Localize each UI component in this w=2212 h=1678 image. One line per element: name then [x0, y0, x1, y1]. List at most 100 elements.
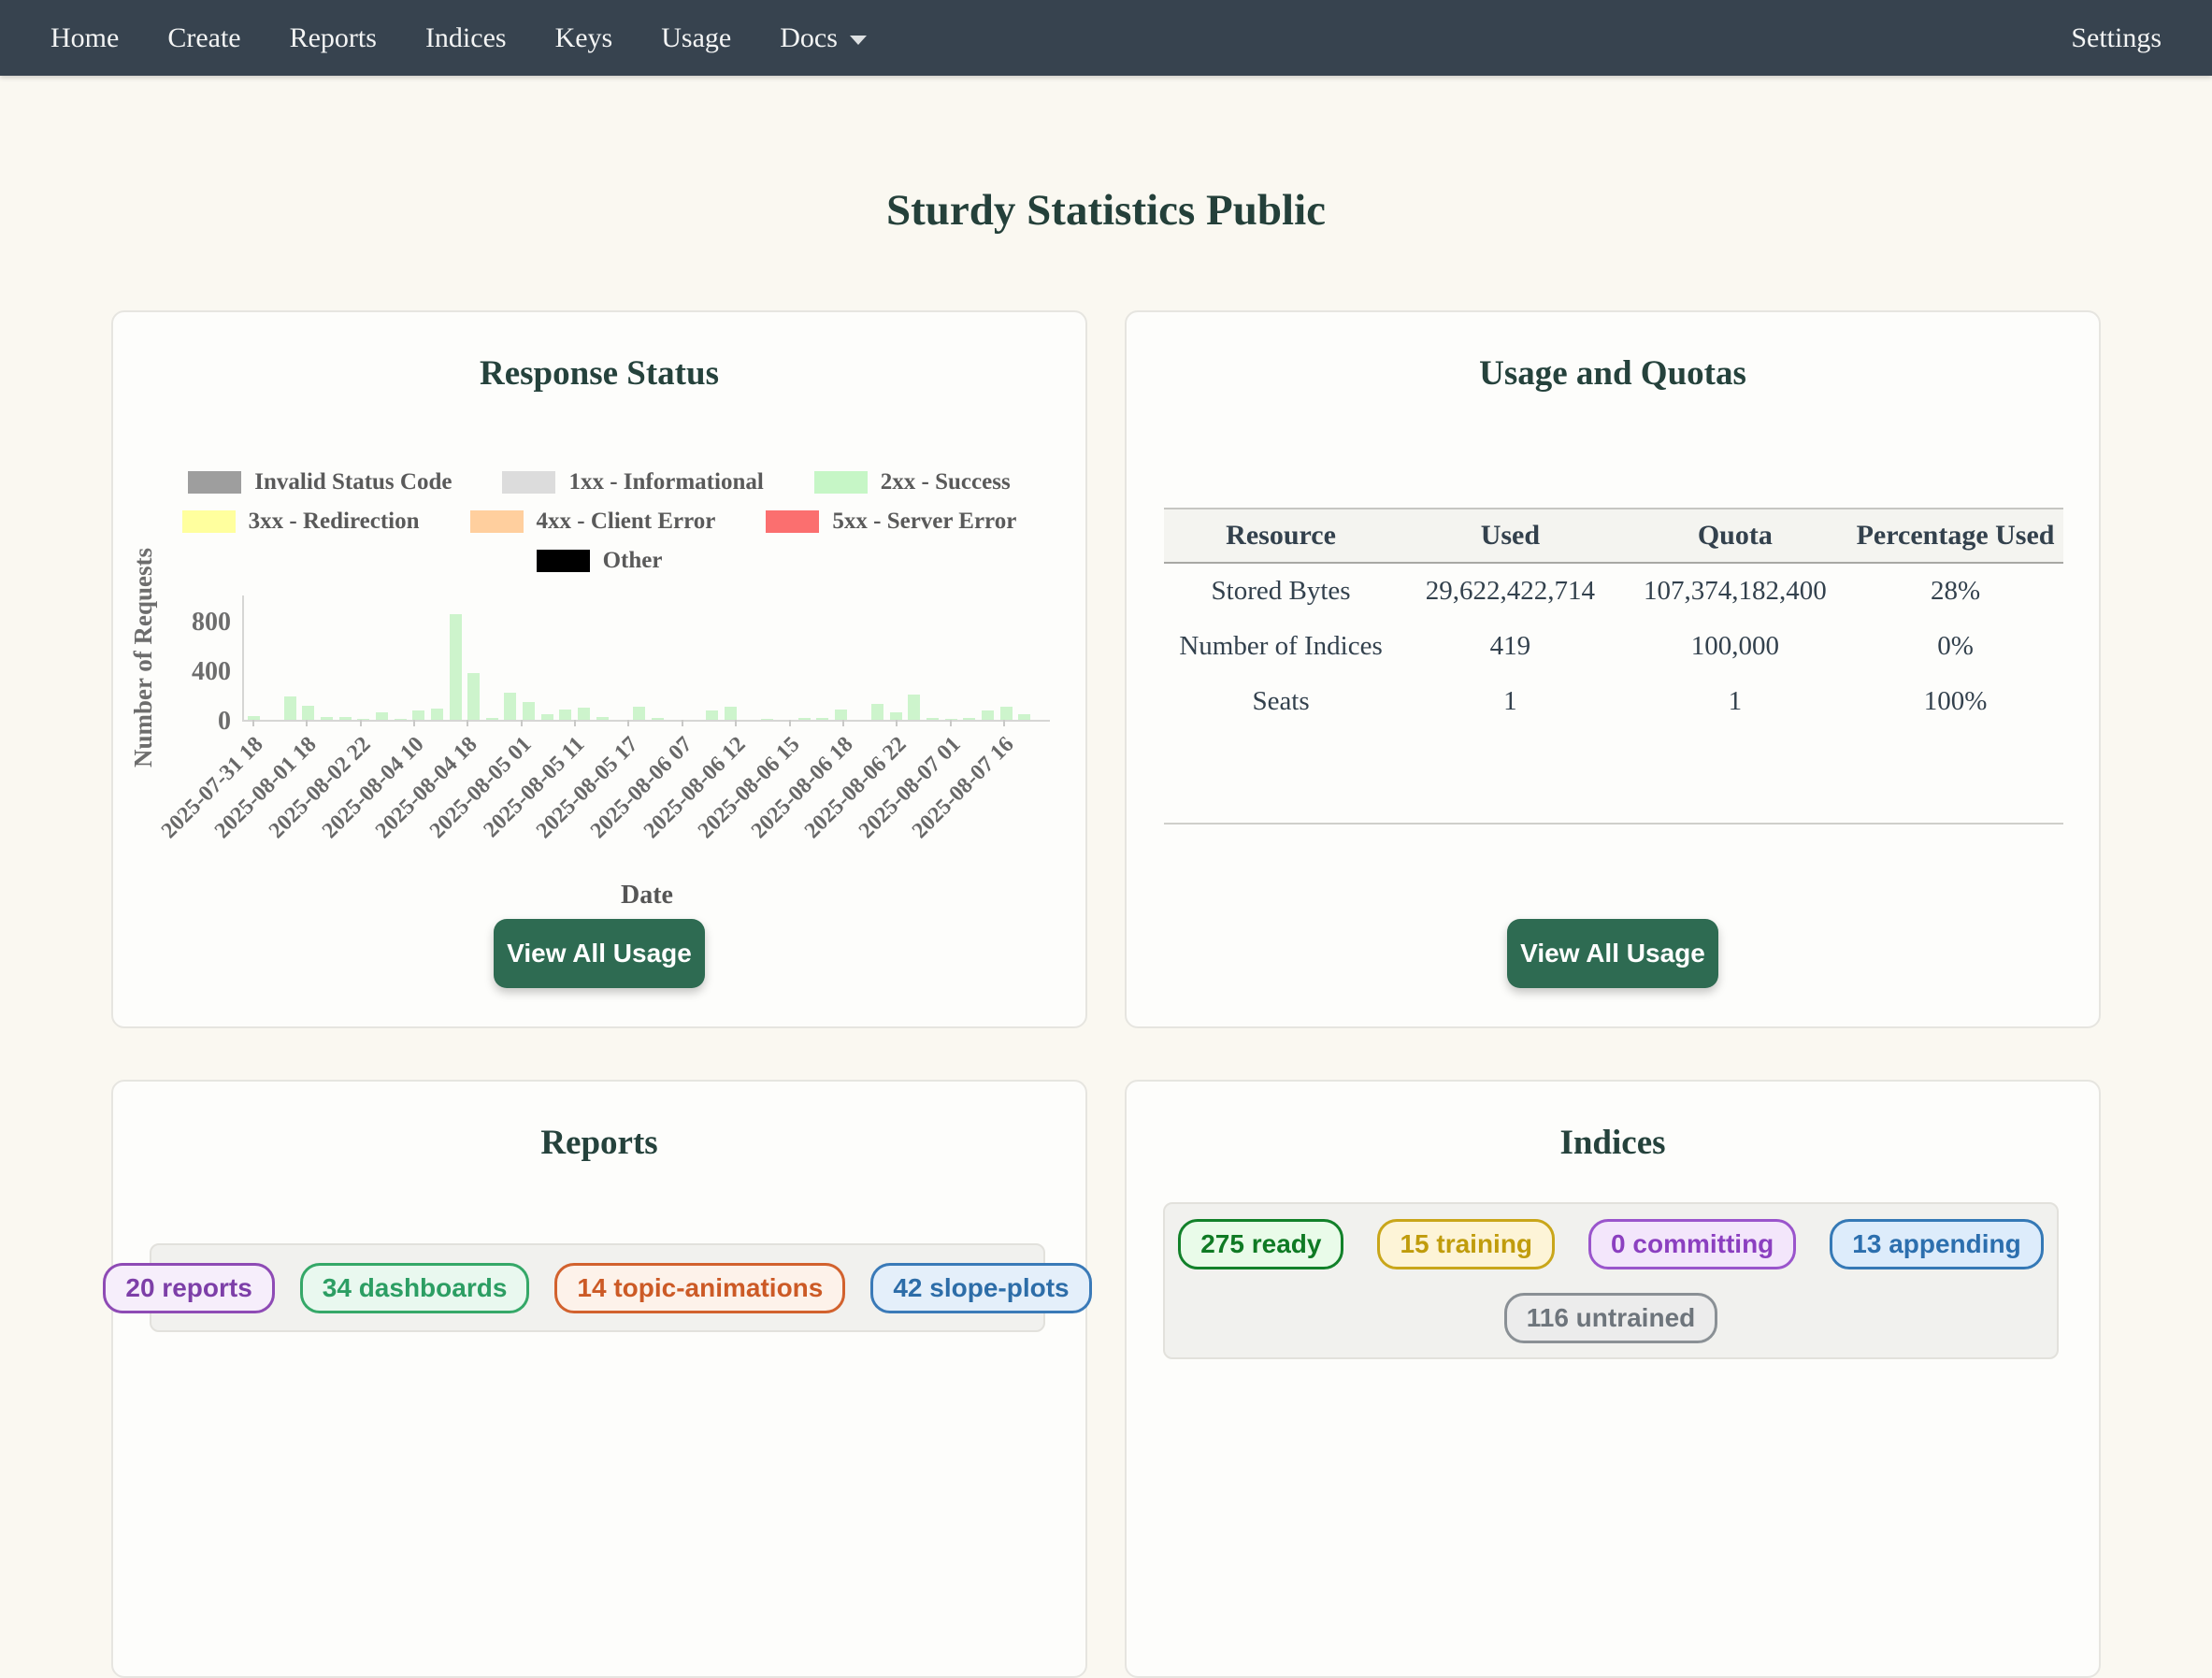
- table-cell: 0%: [1937, 631, 1974, 661]
- bar: [725, 707, 738, 720]
- bar: [816, 718, 829, 720]
- bar: [871, 704, 884, 720]
- table-cell: Number of Indices: [1179, 631, 1383, 661]
- table-cell: 1: [1503, 686, 1517, 716]
- nav-item-home[interactable]: Home: [50, 22, 120, 53]
- reports-badge[interactable]: 34 dashboards: [299, 1262, 530, 1313]
- y-tick-label: 400: [192, 657, 231, 687]
- bar: [247, 716, 260, 720]
- legend-row: 3xx - Redirection 4xx - Client Error 5xx -…: [181, 509, 1016, 535]
- legend-label: Other: [602, 548, 663, 573]
- indices-badge[interactable]: 116 untrained: [1503, 1292, 1718, 1343]
- bar: [449, 614, 462, 720]
- table-cell: 100,000: [1690, 631, 1779, 661]
- x-tick-mark: [252, 720, 254, 726]
- bar: [706, 710, 719, 720]
- nav-item-settings[interactable]: Settings: [2071, 22, 2162, 53]
- bar: [485, 718, 498, 720]
- legend-swatch-icon: [188, 471, 242, 494]
- bar: [889, 712, 902, 720]
- bar: [577, 708, 590, 720]
- bar: [797, 718, 811, 720]
- bar: [999, 707, 1013, 720]
- reports-badge[interactable]: 14 topic-animations: [554, 1262, 846, 1313]
- x-tick-mark: [574, 720, 577, 726]
- legend-item: Invalid Status Code: [188, 469, 452, 495]
- legend-swatch-icon: [536, 550, 590, 572]
- bar: [761, 719, 774, 720]
- bar: [651, 718, 664, 720]
- bar: [467, 673, 481, 720]
- cards-row-2: Reports 20 reports 34 dashboards 14 topic-…: [103, 1080, 2101, 1678]
- x-tick-mark: [306, 720, 309, 726]
- legend-item: 5xx - Server Error: [766, 509, 1016, 535]
- nav-item-docs-label: Docs: [780, 22, 838, 53]
- usage-table-body: Stored Bytes 29,622,422,714 107,374,182,40…: [1164, 563, 2063, 729]
- usage-quotas-table: Resource Used Quota Percentage Used Stor…: [1164, 508, 2063, 729]
- bar: [540, 714, 553, 720]
- x-tick-mark: [413, 720, 416, 726]
- usage-quotas-card: Usage and Quotas Resource Used Quota Per…: [1125, 310, 2101, 1028]
- indices-badge-row-1: 275 ready 15 training 0 committing 13 appen…: [1178, 1218, 2044, 1269]
- nav-item-keys[interactable]: Keys: [554, 22, 613, 53]
- bar: [338, 717, 352, 720]
- indices-badge[interactable]: 13 appending: [1830, 1218, 2044, 1269]
- reports-badge[interactable]: 20 reports: [103, 1262, 275, 1313]
- legend-row: Other: [536, 548, 663, 574]
- bar: [523, 702, 536, 720]
- bar: [375, 712, 388, 720]
- bar: [1018, 714, 1031, 720]
- legend-swatch-icon: [502, 471, 556, 494]
- plot-area: Number of Requests 2025-07-31 18 2025-08-…: [129, 548, 1050, 910]
- legend-label: 5xx - Server Error: [832, 509, 1017, 534]
- bar: [412, 710, 425, 720]
- view-all-usage-button-quotas[interactable]: View All Usage: [1507, 919, 1718, 988]
- table-row: Seats 1 1 100%: [1164, 674, 2063, 729]
- nav-item-docs-dropdown[interactable]: Docs: [780, 22, 867, 54]
- nav-item-create[interactable]: Create: [167, 22, 241, 53]
- reports-card: Reports 20 reports 34 dashboards 14 topic-…: [103, 1080, 1092, 1678]
- col-header-resource: Resource: [1164, 508, 1399, 564]
- legend-row: Invalid Status Code 1xx - Informational 2x…: [188, 469, 1011, 495]
- col-header-percentage-used: Percentage Used: [1847, 508, 2063, 564]
- table-cell: Stored Bytes: [1211, 576, 1351, 606]
- table-row: Stored Bytes 29,622,422,714 107,374,182,40…: [1164, 563, 2063, 619]
- legend-swatch-icon: [469, 510, 524, 533]
- nav-item-usage[interactable]: Usage: [661, 22, 732, 53]
- bar: [357, 719, 370, 720]
- legend-item: 2xx - Success: [813, 469, 1011, 495]
- x-tick-mark: [681, 720, 683, 726]
- nav-item-reports[interactable]: Reports: [289, 22, 377, 53]
- legend-swatch-icon: [813, 471, 868, 494]
- bar: [944, 719, 957, 720]
- col-header-used: Used: [1398, 508, 1623, 564]
- bar: [926, 718, 940, 720]
- cards-row-1: Response Status Invalid Status Code 1xx -…: [111, 310, 2101, 1028]
- indices-card: Indices 275 ready 15 training 0 committing…: [1125, 1080, 2101, 1678]
- indices-badge[interactable]: 15 training: [1377, 1218, 1556, 1269]
- bar: [981, 710, 994, 720]
- nav-item-indices[interactable]: Indices: [424, 22, 507, 53]
- indices-badge-box: 275 ready 15 training 0 committing 13 appen…: [1163, 1202, 2059, 1359]
- bar: [430, 709, 443, 720]
- response-status-card: Response Status Invalid Status Code 1xx -…: [111, 310, 1087, 1028]
- table-header-row: Resource Used Quota Percentage Used: [1164, 508, 2063, 564]
- bar: [596, 717, 609, 720]
- indices-badge[interactable]: 0 committing: [1588, 1218, 1797, 1269]
- chart-legend: Invalid Status Code 1xx - Informational 2x…: [113, 469, 1085, 574]
- y-tick-label: 0: [218, 707, 231, 736]
- reports-badge[interactable]: 42 slope-plots: [870, 1262, 1092, 1313]
- table-bottom-divider: [1164, 823, 2063, 825]
- bar: [321, 717, 334, 720]
- table-row: Number of Indices 419 100,000 0%: [1164, 619, 2063, 674]
- view-all-usage-button-chart[interactable]: View All Usage: [494, 919, 705, 988]
- col-header-quota: Quota: [1622, 508, 1848, 564]
- legend-swatch-icon: [766, 510, 820, 533]
- table-cell: 1: [1728, 686, 1743, 716]
- indices-badge-row-2: 116 untrained: [1503, 1292, 1718, 1343]
- indices-badge[interactable]: 275 ready: [1178, 1218, 1344, 1269]
- bar: [283, 696, 296, 720]
- x-tick-mark: [949, 720, 952, 726]
- chevron-down-icon: [849, 35, 867, 45]
